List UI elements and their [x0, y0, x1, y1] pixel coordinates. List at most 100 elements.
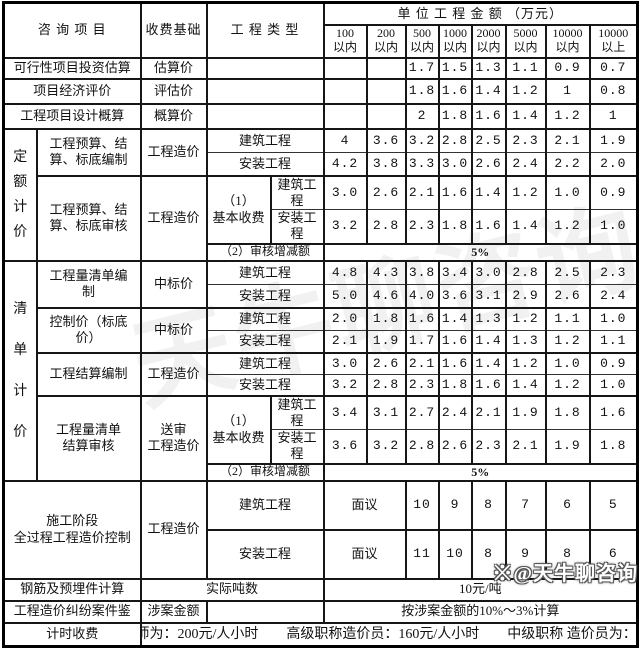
- value-cell: 2.4: [588, 284, 639, 309]
- value-cell: 1.8: [437, 102, 473, 130]
- value-cell: 10: [437, 528, 473, 580]
- value-cell: 1.9: [365, 330, 407, 354]
- row-settlement-jz: 工程结算编制 工程造价 建筑工程 3.0 2.6 2.1 1.6 1.4 1.2…: [4, 351, 639, 397]
- header-project: 咨 询 项 目: [2, 1, 142, 59]
- row-design-estimate: 工程项目设计概算 概算价 2 1.8 1.6 1.4 1.2 1: [2, 102, 639, 130]
- row-label: 工程预算、结 算、标底编制: [35, 127, 142, 177]
- row-label: 工程造价纠纷案件鉴: [2, 599, 142, 624]
- value-cell: 1.0: [588, 374, 639, 397]
- value-cell: 4.2: [322, 152, 368, 177]
- value-cell: 9: [504, 528, 547, 580]
- value-cell: 2.3: [504, 127, 547, 153]
- value-cell: 2.4: [437, 394, 473, 430]
- value-cell: 3.8: [365, 152, 407, 177]
- type-cell-empty: [205, 102, 325, 130]
- row-dispute: 工程造价纠纷案件鉴 涉案金额 按涉案金额的10%～3%计算: [2, 599, 639, 624]
- row-budget-audit-jz: 工程预算、结 算、标底审核 工程造价 （1） 基本收费 建筑工程 3.0 2.6…: [4, 174, 639, 262]
- value-cell: 1.6: [437, 351, 473, 375]
- value-cell: 4.3: [365, 259, 407, 285]
- value-cell: 6: [544, 479, 591, 531]
- value-cell: 10: [404, 479, 440, 531]
- value-cell: 2.8: [365, 374, 407, 397]
- type-jianzhu: 建筑工程: [205, 259, 325, 285]
- row-label: 可行性项目投资估算: [2, 56, 142, 80]
- fee-base-cell: （1） 基本收费: [205, 174, 272, 245]
- row-label: 控制价（标底 价）: [35, 306, 142, 354]
- row-label: 工程项目设计概算: [2, 102, 142, 130]
- value-cell: 1.9: [588, 127, 639, 153]
- value-cell: 1.2: [544, 209, 591, 245]
- value-cell: 3.2: [322, 209, 368, 245]
- value-cell: 2.7: [404, 394, 440, 430]
- value-cell: 2.6: [365, 174, 407, 210]
- basis-cell: 工程造价: [139, 351, 208, 397]
- value-cell: 1.4: [504, 102, 547, 130]
- value-cell: 1.4: [470, 330, 507, 354]
- value-cell: 5: [588, 479, 639, 531]
- value-cell: 2.0: [322, 306, 368, 331]
- value-cell: 0.8: [588, 77, 639, 105]
- row-control-price-jz: 控制价（标底 价） 中标价 建筑工程 2.0 1.8 1.6 1.4 1.3 1…: [4, 306, 639, 354]
- basis-cell: 估算价: [139, 56, 208, 80]
- row-construction-jz: 施工阶段 全过程工程造价控制 工程造价 建筑工程 面议 10 9 8 7 6 5: [2, 479, 639, 580]
- dispute-rate-cell: 按涉案金额的10%～3%计算: [322, 599, 639, 624]
- col-header-2000: 2000 以内: [470, 23, 507, 59]
- value-cell: 1.0: [588, 209, 639, 245]
- basis-cell: 工程造价: [139, 174, 208, 262]
- row-budget-prep-az: 安装工程 4.2 3.8 3.3 3.0 2.6 2.4 2.2 2.0: [4, 152, 639, 177]
- value-cell: 2.8: [404, 429, 440, 465]
- header-row-2: 100 以内 200 以内 500 以内 1000 以内 2000 以内 500…: [4, 23, 639, 59]
- value-cell: 1.8: [365, 306, 407, 331]
- fee-adjust-cell: （2）审核增减额: [205, 462, 325, 482]
- value-cell: 1.8: [544, 394, 591, 430]
- adjust-rate-cell: 5%: [322, 242, 639, 262]
- value-cell: 1.4: [470, 351, 507, 375]
- value-cell: 0.9: [588, 174, 639, 210]
- fee-adjust-cell: （2）审核增减额: [205, 242, 325, 262]
- value-cell: 1.0: [588, 306, 639, 331]
- type-anzhuang: 安装工程: [269, 209, 325, 245]
- value-cell: 1.2: [504, 77, 547, 105]
- type-anzhuang: 安装工程: [205, 152, 325, 177]
- hourly-rate-cell: 师为：200元/人小时 高级职称造价员：160元/人小时 中级职称 造价员为：1…: [139, 621, 639, 648]
- basis-cell: 实际吨数: [139, 577, 325, 602]
- type-cell-empty: [205, 56, 325, 80]
- value-cell: 8: [470, 528, 507, 580]
- section-label-qingdan: 清 单 计 价: [2, 259, 38, 482]
- type-anzhuang: 安装工程: [205, 330, 325, 354]
- col-header-100: 100 以内: [322, 23, 368, 59]
- value-cell: 1.6: [588, 394, 639, 430]
- adjust-rate-cell: 5%: [322, 462, 639, 482]
- value-cell: 3.1: [470, 284, 507, 309]
- value-cell: 4.6: [365, 284, 407, 309]
- col-header-200: 200 以内: [365, 23, 407, 59]
- value-cell: 1.8: [588, 429, 639, 465]
- value-cell: [365, 77, 407, 105]
- value-cell: [322, 77, 368, 105]
- value-cell: 3.0: [437, 152, 473, 177]
- basis-cell: 工程造价: [139, 479, 208, 580]
- value-cell: [365, 102, 407, 130]
- value-cell: 1.3: [504, 330, 547, 354]
- row-settlement-az: 安装工程 3.2 2.8 2.3 1.8 1.6 1.4 1.2 1.0: [4, 374, 639, 397]
- value-cell: 1.6: [470, 102, 507, 130]
- type-anzhuang: 安装工程: [205, 284, 325, 309]
- value-cell: 1.7: [404, 56, 440, 80]
- type-jianzhu: 建筑工程: [205, 479, 325, 531]
- row-boq-prep-jz: 清 单 计 价 工程量清单编 制 中标价 建筑工程 4.8 4.3 3.8 3.…: [2, 259, 639, 482]
- value-cell: [322, 56, 368, 80]
- rebar-rate-cell: 10元/吨: [322, 577, 639, 602]
- row-feasibility: 可行性项目投资估算 估算价 1.7 1.5 1.3 1.1 0.9 0.7: [2, 56, 639, 80]
- type-anzhuang: 安装工程: [269, 429, 325, 465]
- value-cell: 1.6: [470, 374, 507, 397]
- row-budget-audit-az: 安装工程 3.2 2.8 2.3 1.8 1.6 1.4 1.2 1.0: [4, 209, 639, 245]
- value-cell: 3.4: [322, 394, 368, 430]
- row-label: 工程量清单编 制: [35, 259, 142, 309]
- value-cell: 4: [322, 127, 368, 153]
- basis-cell: 评估价: [139, 77, 208, 105]
- value-cell: 2.5: [544, 259, 591, 285]
- value-cell: 6: [588, 528, 639, 580]
- col-header-10000-over: 10000 以上: [588, 23, 639, 59]
- value-cell: 2.6: [544, 284, 591, 309]
